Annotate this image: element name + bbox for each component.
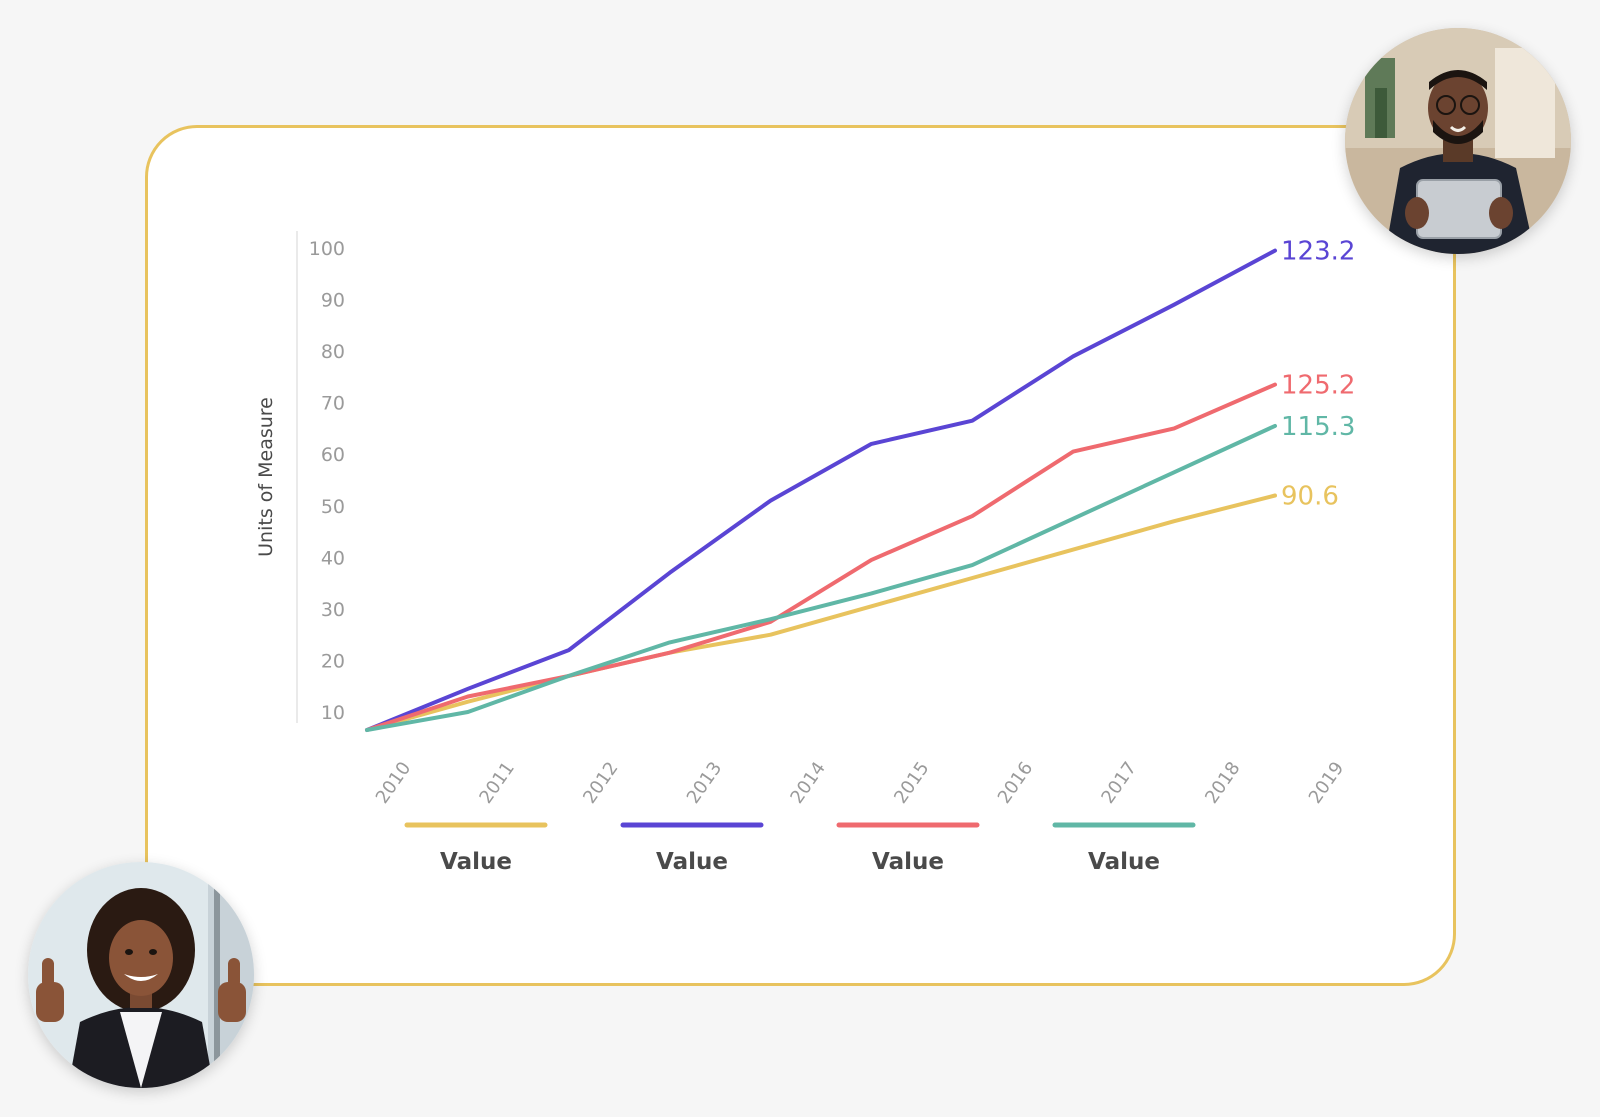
series-line [365, 493, 1277, 732]
y-tick-label: 80 [321, 341, 345, 363]
y-tick-label: 70 [321, 393, 345, 415]
woman-thumbs-up-photo-icon [28, 862, 254, 1088]
x-tick-labels: 2010 2011 2012 2013 2014 2015 2016 2017 2018 2019 [372, 758, 1348, 808]
y-tick-label: 90 [321, 290, 345, 312]
x-tick-label: 2015 [890, 758, 933, 808]
x-tick-label: 2017 [1097, 758, 1140, 808]
series-end-label: 125.2 [1281, 371, 1355, 401]
legend-label: Value [440, 849, 512, 875]
series-end-label: 115.3 [1281, 412, 1355, 442]
x-tick-label: 2013 [683, 758, 726, 808]
woman-thumbs-up-avatar [28, 862, 254, 1088]
man-with-tablet-photo-icon [1345, 28, 1571, 254]
y-tick-label: 30 [321, 599, 345, 621]
legend: Value Value Value Value [404, 822, 1196, 875]
series-end-labels: 90.6 123.2 125.2 115.3 [1281, 237, 1355, 512]
series-end-label: 123.2 [1281, 237, 1355, 267]
y-tick-label: 10 [321, 702, 345, 724]
y-tick-label: 60 [321, 444, 345, 466]
x-tick-label: 2011 [475, 758, 518, 808]
series-lines [365, 248, 1277, 732]
y-tick-labels: 10 20 30 40 50 60 70 80 90 100 [309, 238, 345, 724]
series-line [365, 248, 1277, 732]
x-tick-label: 2014 [786, 758, 829, 808]
y-tick-label: 100 [309, 238, 345, 260]
series-line [365, 423, 1277, 732]
series-end-label: 90.6 [1281, 481, 1339, 511]
legend-label: Value [872, 849, 944, 875]
y-tick-label: 40 [321, 547, 345, 569]
legend-label: Value [656, 849, 728, 875]
y-axis-title: Units of Measure [255, 397, 277, 557]
y-tick-label: 50 [321, 496, 345, 518]
y-tick-label: 20 [321, 650, 345, 672]
legend-label: Value [1088, 849, 1160, 875]
man-with-tablet-avatar [1345, 28, 1571, 254]
x-tick-label: 2012 [579, 758, 622, 808]
x-tick-label: 2010 [372, 758, 415, 808]
x-tick-label: 2019 [1305, 758, 1348, 808]
x-tick-label: 2018 [1201, 758, 1244, 808]
series-line [365, 382, 1277, 732]
x-tick-label: 2016 [994, 758, 1037, 808]
